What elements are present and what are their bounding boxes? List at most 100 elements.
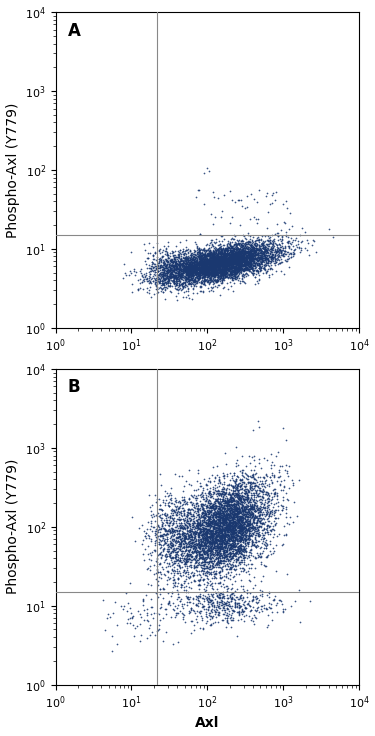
Point <box>184 265 190 277</box>
Point <box>207 532 213 544</box>
Point <box>230 254 236 266</box>
Point <box>195 517 201 529</box>
Point <box>210 250 216 262</box>
Point <box>242 508 248 520</box>
Point <box>171 543 177 555</box>
Point <box>195 523 201 534</box>
Point <box>282 603 288 615</box>
Point <box>198 263 204 275</box>
Point <box>209 258 214 269</box>
Point <box>280 247 286 259</box>
Point <box>235 252 241 264</box>
Point <box>247 244 253 256</box>
Point <box>229 508 235 520</box>
Point <box>198 255 204 266</box>
Point <box>256 258 262 269</box>
Point <box>249 544 255 556</box>
Point <box>176 525 182 537</box>
Point <box>273 186 279 198</box>
Point <box>222 260 228 272</box>
Point <box>194 526 200 538</box>
Point <box>217 514 223 526</box>
Point <box>238 260 244 272</box>
Point <box>213 246 219 258</box>
Point <box>223 258 229 270</box>
Point <box>208 531 214 542</box>
Point <box>210 261 216 272</box>
Point <box>242 519 248 531</box>
Point <box>159 283 165 295</box>
Point <box>160 528 166 539</box>
Point <box>239 246 245 258</box>
Point <box>238 523 244 534</box>
Point <box>217 243 223 255</box>
Point <box>225 259 231 271</box>
Point <box>257 244 263 255</box>
Point <box>229 249 235 261</box>
Point <box>235 507 241 519</box>
Point <box>212 508 218 520</box>
Point <box>215 514 221 526</box>
Point <box>246 568 252 580</box>
Point <box>212 502 218 514</box>
Point <box>216 264 222 276</box>
Point <box>219 493 225 505</box>
Point <box>207 547 213 559</box>
Point <box>202 507 208 519</box>
Point <box>222 517 228 528</box>
Point <box>166 270 172 282</box>
Point <box>232 482 238 494</box>
Point <box>163 525 169 537</box>
Point <box>224 482 230 494</box>
Point <box>194 492 200 503</box>
Point <box>224 512 230 524</box>
Point <box>165 279 171 291</box>
Point <box>239 248 245 260</box>
Point <box>210 244 216 256</box>
Point <box>224 497 230 509</box>
Point <box>156 269 162 280</box>
Point <box>190 267 196 279</box>
Point <box>234 247 240 258</box>
Point <box>271 459 277 471</box>
Point <box>239 502 245 514</box>
Point <box>237 252 243 264</box>
Point <box>155 259 161 271</box>
Point <box>244 246 250 258</box>
Point <box>159 259 165 271</box>
Point <box>204 238 210 250</box>
Point <box>228 498 234 510</box>
Point <box>221 544 227 556</box>
Point <box>203 246 209 258</box>
Point <box>238 246 244 258</box>
Point <box>212 262 218 274</box>
Point <box>215 539 221 551</box>
Point <box>229 523 235 534</box>
Point <box>240 503 246 515</box>
Point <box>239 545 245 556</box>
Point <box>196 264 202 276</box>
Point <box>252 460 258 472</box>
Point <box>219 261 225 273</box>
Point <box>202 536 208 548</box>
Point <box>185 536 191 548</box>
Point <box>202 517 208 528</box>
Point <box>211 249 217 261</box>
Point <box>200 573 206 585</box>
Point <box>249 263 255 275</box>
Point <box>264 244 270 256</box>
Point <box>200 253 206 265</box>
Point <box>279 233 285 245</box>
Point <box>219 259 225 271</box>
Point <box>254 540 260 552</box>
Point <box>225 519 231 531</box>
Point <box>242 501 248 513</box>
Point <box>232 584 238 596</box>
Point <box>224 500 230 512</box>
Point <box>166 271 172 283</box>
Point <box>230 539 236 551</box>
Point <box>236 545 242 557</box>
Point <box>231 522 237 534</box>
Point <box>240 522 246 534</box>
Point <box>233 473 239 484</box>
